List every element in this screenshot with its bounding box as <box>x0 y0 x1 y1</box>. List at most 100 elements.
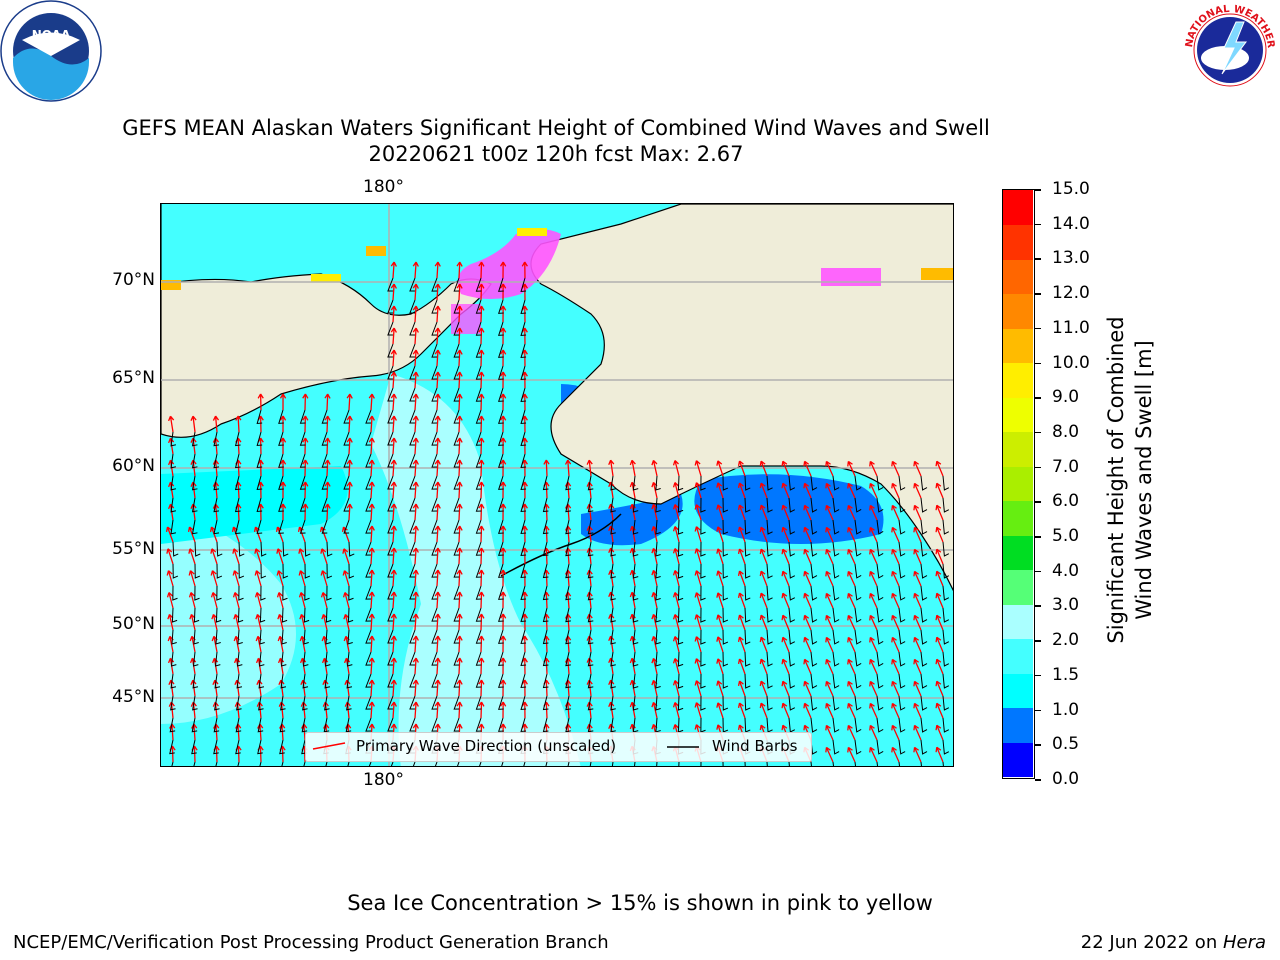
wave-arrow <box>891 526 900 543</box>
wind-barb <box>788 607 796 623</box>
wind-barb <box>236 651 243 667</box>
wind-barb <box>475 453 482 468</box>
wind-barb <box>365 409 372 424</box>
wind-barb <box>409 387 416 402</box>
wave-arrow <box>803 702 812 719</box>
wave-arrow <box>276 592 284 609</box>
wind-barb <box>170 497 177 513</box>
wind-barb <box>431 695 438 710</box>
colorbar-tick-mark <box>1035 570 1041 573</box>
wave-arrow <box>390 613 397 631</box>
wave-arrow <box>737 592 746 609</box>
colorbar-tick-mark <box>1035 189 1041 191</box>
wind-barb <box>520 497 527 512</box>
wind-barb <box>299 497 306 512</box>
wind-barb <box>260 585 266 601</box>
wave-arrow <box>434 437 441 455</box>
wind-barb <box>215 629 221 645</box>
colorbar-tick-mark <box>1035 779 1041 781</box>
wave-arrow <box>759 658 768 675</box>
wave-arrow <box>781 526 790 543</box>
wave-arrow <box>412 569 419 587</box>
wave-arrow <box>672 614 680 631</box>
wind-barb <box>832 563 840 579</box>
wind-barb <box>170 673 177 689</box>
wave-arrow <box>672 592 680 609</box>
wave-arrow <box>694 680 702 697</box>
wind-barb <box>876 607 884 623</box>
wind-barb <box>655 651 661 667</box>
wind-barb <box>942 585 950 601</box>
wind-barb <box>409 475 416 490</box>
wind-barb <box>498 387 504 402</box>
wave-arrow <box>935 680 944 697</box>
wind-barb <box>832 519 840 535</box>
wave-arrow <box>456 283 463 301</box>
wind-barb <box>365 673 372 688</box>
wind-barb <box>898 607 906 623</box>
wind-barb <box>942 673 950 689</box>
wind-barb <box>475 651 482 666</box>
wind-barb <box>256 409 263 425</box>
wind-barb <box>431 409 438 424</box>
wind-barb <box>453 431 460 446</box>
wind-barb <box>326 541 333 557</box>
wind-barb <box>854 629 862 645</box>
wave-arrow <box>235 415 242 433</box>
wind-barb <box>365 607 372 622</box>
wind-barb <box>722 651 729 667</box>
footer-right: 22 Jun 2022 on Hera <box>1081 932 1266 953</box>
wave-arrow <box>434 459 441 477</box>
colorbar-tick-label: 0.0 <box>1052 769 1080 789</box>
wave-arrow <box>210 548 218 565</box>
wind-barb <box>304 563 311 579</box>
wave-arrow <box>390 437 397 455</box>
wind-barb <box>191 475 198 491</box>
wind-barb <box>788 673 796 689</box>
wind-barb <box>898 541 906 557</box>
wind-barb <box>920 651 928 667</box>
wind-barb <box>700 695 706 711</box>
wave-arrow <box>302 459 309 477</box>
wind-barb <box>301 717 308 733</box>
colorbar-tick-label: 0.5 <box>1052 734 1080 755</box>
wave-arrow <box>759 570 768 587</box>
wind-barb <box>387 629 394 644</box>
wave-arrow <box>716 460 724 477</box>
wave-arrow <box>935 614 944 631</box>
wind-barb <box>282 585 288 601</box>
wind-barb <box>343 453 350 468</box>
wave-arrow <box>297 526 306 543</box>
wind-barb <box>655 475 661 491</box>
wind-barb <box>632 585 639 601</box>
wave-arrow <box>412 437 419 455</box>
footer-date: 22 Jun 2022 on <box>1080 932 1223 953</box>
wave-arrow <box>803 482 812 499</box>
wave-arrow <box>390 569 397 587</box>
wind-barb <box>193 629 199 645</box>
wind-barb <box>238 541 245 557</box>
wave-arrow <box>390 503 397 521</box>
wind-barb <box>788 519 796 535</box>
wave-arrow <box>913 746 922 763</box>
wave-arrow <box>346 503 353 521</box>
wave-arrow <box>869 592 878 609</box>
wind-barb <box>788 475 796 491</box>
colorbar-tick-label: 1.0 <box>1052 699 1080 720</box>
wave-arrow <box>672 548 680 565</box>
wave-arrow <box>456 481 463 499</box>
wind-barb <box>920 629 928 645</box>
wave-arrow <box>869 548 878 565</box>
wind-barb <box>365 431 372 446</box>
wind-barb <box>387 541 394 556</box>
wind-barb <box>898 739 906 755</box>
wave-arrow <box>694 570 702 587</box>
wind-barb <box>475 673 482 688</box>
wind-barb <box>520 343 527 358</box>
wind-barb <box>542 629 549 645</box>
wind-barb <box>632 673 639 689</box>
wind-barb <box>387 365 394 380</box>
wave-arrow <box>456 679 463 697</box>
wind-barb <box>278 519 284 534</box>
wave-arrow <box>608 459 615 477</box>
